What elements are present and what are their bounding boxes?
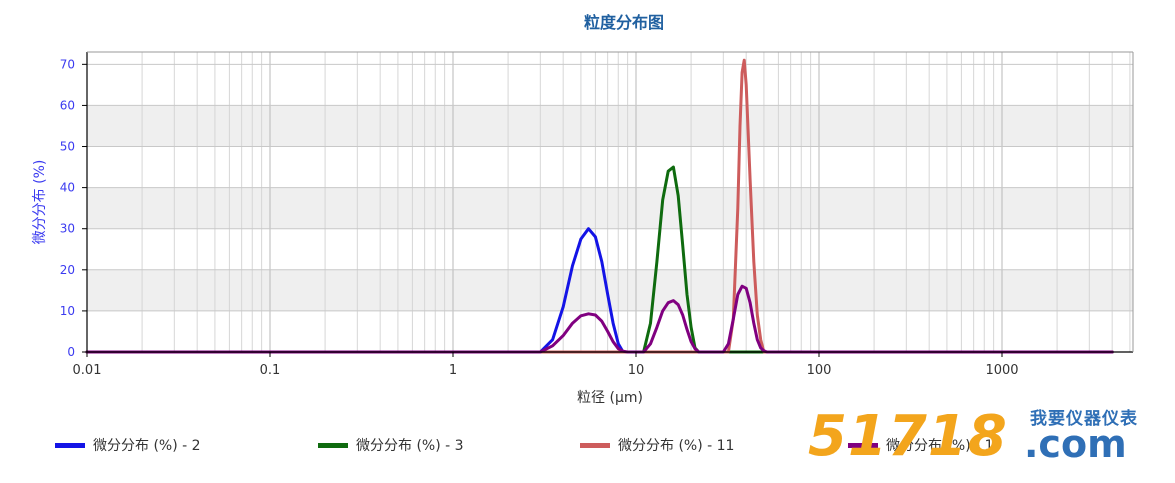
background-bands [87, 105, 1133, 311]
legend-label: 微分分布 (%) - 2 [93, 438, 201, 454]
chart-title: 粒度分布图 [584, 13, 664, 32]
y-tick-label: 30 [60, 222, 75, 236]
series-line-3 [85, 58, 1114, 354]
legend-item[interactable]: 微分分布 (%) - 3 [318, 435, 464, 455]
brand-watermark: 51718 我要仪器仪表 .com [808, 402, 1158, 472]
x-tick-label: 100 [807, 363, 832, 378]
y-tick-label: 0 [67, 345, 75, 359]
watermark-domain: .com [1024, 422, 1127, 466]
y-axis-title: 微分分布 (%) [32, 160, 48, 245]
series-line-1 [85, 227, 1114, 354]
legend-item[interactable]: 微分分布 (%) - 2 [55, 435, 201, 455]
grid-band [87, 105, 1133, 147]
legend-label: 微分分布 (%) - 3 [356, 438, 464, 454]
y-tick-label: 10 [60, 304, 75, 318]
y-tick-label: 50 [60, 140, 75, 154]
legend-swatch [318, 442, 348, 448]
watermark-number: 51718 [808, 404, 1008, 469]
y-tick-label: 60 [60, 98, 75, 112]
legend-swatch [55, 442, 85, 448]
x-tick-label: 0.1 [260, 363, 281, 378]
x-tick-label: 0.01 [73, 363, 102, 378]
y-axis-ticks: 0 10 20 30 40 50 60 70 [60, 57, 87, 359]
legend-item[interactable]: 微分分布 (%) - 1 [848, 435, 994, 455]
legend-label: 微分分布 (%) - 11 [618, 438, 735, 454]
legend-item[interactable]: 微分分布 (%) - 11 [580, 435, 734, 455]
x-axis-title: 粒径 (μm) [577, 390, 643, 406]
watermark-chinese: 我要仪器仪表 [1030, 409, 1138, 429]
x-axis-ticks: 0.01 0.1 1 10 100 1000 [73, 352, 1019, 378]
series-lines [85, 58, 1114, 354]
y-tick-label: 20 [60, 263, 75, 277]
legend-swatch [580, 442, 610, 448]
x-tick-label: 10 [628, 363, 645, 378]
series-line-4 [85, 284, 1114, 354]
y-tick-label: 40 [60, 181, 75, 195]
x-tick-label: 1 [449, 363, 457, 378]
y-tick-label: 70 [60, 57, 75, 71]
major-gridlines [87, 52, 1133, 352]
grid-band [87, 187, 1133, 229]
x-tick-label: 1000 [985, 363, 1018, 378]
minor-gridlines [141, 52, 1131, 352]
legend-swatch [848, 442, 878, 448]
legend-label: 微分分布 (%) - 1 [886, 438, 994, 454]
